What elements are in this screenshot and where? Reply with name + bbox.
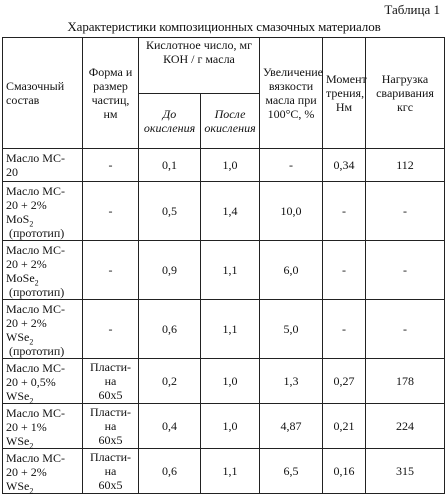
cell-viscosity: 6,0 [260,241,323,300]
table-row: Масло МС-20 + 0,5%WSe2Пласти-на60х50,21,… [3,359,445,404]
cell-weld-load: 112 [366,149,445,182]
cell-acid-after: 1,0 [201,404,260,449]
cell-acid-after: 1,1 [201,449,260,494]
table-label: Таблица 1 [384,2,440,17]
cell-acid-before: 0,6 [139,300,201,359]
header-acid-number: Кислотное число, мг КОН / г масла [139,38,260,94]
cell-acid-after: 1,4 [201,182,260,241]
cell-acid-before: 0,4 [139,404,201,449]
table-row: Масло МС-20 + 2%MoS2 (прототип)-0,51,410… [3,182,445,241]
cell-friction-moment: 0,27 [323,359,366,404]
cell-composition: Масло МС-20 + 2%WSe2 (прототип) [3,300,83,359]
cell-particle-form: - [83,182,139,241]
cell-friction-moment: 0,21 [323,404,366,449]
cell-particle-form: - [83,149,139,182]
table-row: Масло МС-20 + 1%WSe2Пласти-на60х50,41,04… [3,404,445,449]
cell-acid-before: 0,6 [139,449,201,494]
cell-weld-load: 315 [366,449,445,494]
cell-weld-load: - [366,182,445,241]
header-acid-after: После окисления [201,94,260,149]
header-composition: Смазочный состав [3,38,83,149]
cell-friction-moment: - [323,300,366,359]
cell-acid-before: 0,9 [139,241,201,300]
header-particle-form: Форма и размер частиц, нм [83,38,139,149]
cell-composition: Масло МС-20 [3,149,83,182]
cell-viscosity: 4,87 [260,404,323,449]
subscript: 2 [29,441,33,450]
cell-friction-moment: - [323,241,366,300]
cell-acid-before: 0,2 [139,359,201,404]
cell-friction-moment: 0,34 [323,149,366,182]
cell-acid-before: 0,1 [139,149,201,182]
cell-particle-form: Пласти-на60х5 [83,404,139,449]
cell-weld-load: - [366,241,445,300]
cell-particle-form: - [83,241,139,300]
cell-viscosity: 1,3 [260,359,323,404]
subscript: 2 [29,396,33,405]
lubricant-properties-table: Смазочный состав Форма и размер частиц, … [2,37,445,494]
cell-composition: Масло МС-20 + 2%WSe2 [3,449,83,494]
table-row: Масло МС-20-0,11,0-0,34112 [3,149,445,182]
cell-viscosity: 10,0 [260,182,323,241]
cell-friction-moment: - [323,182,366,241]
cell-acid-after: 1,0 [201,359,260,404]
cell-viscosity: - [260,149,323,182]
cell-weld-load: 224 [366,404,445,449]
cell-acid-after: 1,0 [201,149,260,182]
cell-viscosity: 5,0 [260,300,323,359]
cell-composition: Масло МС-20 + 1%WSe2 [3,404,83,449]
header-viscosity: Увеличение вязкости масла при 100°С, % [260,38,323,149]
table-title: Характеристики композиционных смазочных … [4,19,444,34]
cell-viscosity: 6,5 [260,449,323,494]
table-row: Масло МС-20 + 2%WSe2Пласти-на60х50,61,16… [3,449,445,494]
cell-weld-load: 178 [366,359,445,404]
cell-friction-moment: 0,16 [323,449,366,494]
cell-particle-form: Пласти-на60х5 [83,449,139,494]
cell-particle-form: - [83,300,139,359]
cell-composition: Масло МС-20 + 2%MoS2 (прототип) [3,182,83,241]
cell-weld-load: - [366,300,445,359]
subscript: 2 [29,486,33,495]
header-friction-moment: Момент трения, Нм [323,38,366,149]
cell-composition: Масло МС-20 + 2%MoSe2 (прототип) [3,241,83,300]
cell-composition: Масло МС-20 + 0,5%WSe2 [3,359,83,404]
cell-acid-after: 1,1 [201,241,260,300]
table-row: Масло МС-20 + 2%MoSe2 (прототип)-0,91,16… [3,241,445,300]
header-acid-before: До окисления [139,94,201,149]
cell-acid-before: 0,5 [139,182,201,241]
cell-particle-form: Пласти-на60х5 [83,359,139,404]
header-weld-load: Нагрузка сваривания кгс [366,38,445,149]
cell-acid-after: 1,1 [201,300,260,359]
table-row: Масло МС-20 + 2%WSe2 (прототип)-0,61,15,… [3,300,445,359]
